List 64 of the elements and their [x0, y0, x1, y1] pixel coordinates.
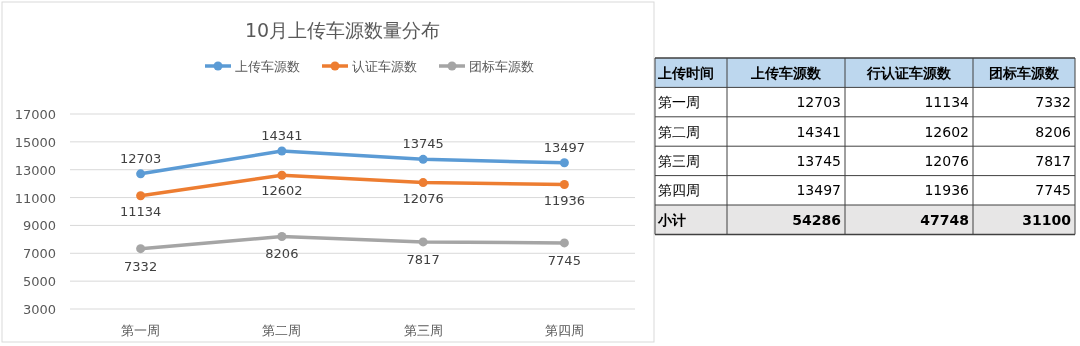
category-label: 第二周 — [658, 123, 700, 140]
x-tick-label: 第四周 — [544, 323, 584, 338]
data-label: 13745 — [796, 152, 841, 169]
x-tick-label: 第三周 — [403, 323, 443, 338]
data-label: 31100 — [1022, 211, 1072, 228]
text: 团标车源数 — [989, 64, 1060, 81]
data-label: 47748 — [920, 211, 969, 228]
data-label: 11936 — [543, 192, 586, 208]
data-label: 14341 — [796, 123, 841, 140]
data-label: 7332 — [124, 258, 158, 274]
data-label: 8206 — [265, 246, 299, 262]
point — [136, 169, 146, 179]
y-tick-label: 13000 — [14, 162, 56, 178]
point — [418, 237, 428, 247]
y-tick-label: 11000 — [14, 190, 56, 206]
point — [136, 244, 146, 254]
category-label: 第三周 — [658, 152, 700, 169]
point — [277, 231, 287, 241]
legend-label: 团标车源数 — [469, 59, 534, 74]
data-label: 7745 — [1035, 182, 1071, 199]
data-label: 13745 — [402, 136, 444, 152]
data-label: 12703 — [119, 150, 162, 166]
data-label: 7332 — [1035, 94, 1071, 111]
point — [418, 178, 428, 188]
category-label: 第一周 — [658, 94, 700, 111]
data-label: 14341 — [261, 128, 303, 144]
data-label: 11134 — [119, 203, 162, 219]
category-label: 小计 — [657, 211, 686, 228]
data-label: 54286 — [792, 211, 841, 228]
data-label: 12076 — [924, 152, 970, 169]
y-tick-label: 17000 — [14, 107, 56, 122]
data-label: 7817 — [406, 251, 440, 267]
text: 行认证车源数 — [866, 64, 952, 81]
data-label: 7745 — [547, 252, 581, 268]
data-label: 12076 — [402, 190, 444, 206]
data-label: 12602 — [261, 183, 303, 199]
y-tick-label: 9000 — [22, 218, 56, 234]
chart-title: 10月上传车源数量分布 — [244, 19, 441, 41]
y-tick-label: 5000 — [22, 274, 56, 290]
data-label: 11134 — [924, 94, 970, 111]
point — [277, 146, 287, 156]
y-tick-label: 3000 — [22, 302, 56, 317]
x-tick-label: 第一周 — [121, 323, 161, 338]
point — [418, 154, 428, 164]
legend-label: 上传车源数 — [235, 59, 300, 74]
x-tick-label: 第二周 — [262, 323, 302, 338]
legend-label: 认证车源数 — [352, 59, 417, 74]
data-label: 13497 — [543, 139, 586, 155]
text: 上传车源数 — [750, 64, 822, 81]
data-label: 12703 — [796, 94, 841, 111]
category-label: 第四周 — [658, 182, 700, 199]
y-tick-label: 15000 — [14, 134, 56, 150]
data-label: 13497 — [796, 182, 841, 199]
legend-title: 上传时间 — [657, 64, 714, 81]
point — [559, 180, 569, 190]
data-label: 11936 — [924, 182, 970, 199]
y-tick-label: 7000 — [22, 246, 56, 262]
point — [277, 170, 287, 180]
data-label: 12602 — [924, 123, 969, 140]
data-label: 8206 — [1035, 123, 1072, 140]
point — [559, 238, 569, 248]
data-label: 7817 — [1035, 152, 1071, 169]
point — [559, 158, 569, 168]
point — [136, 191, 146, 201]
